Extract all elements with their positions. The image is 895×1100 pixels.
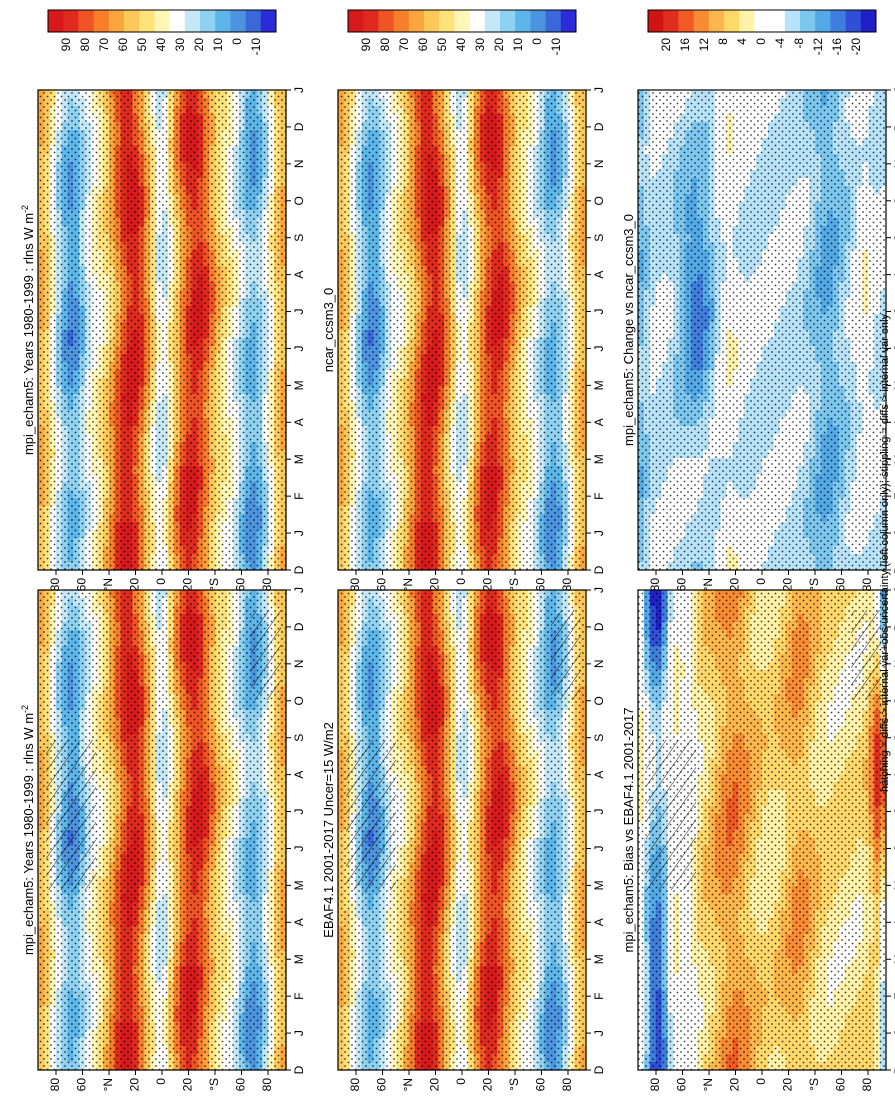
chart-panel: 80 60 °N 20 0 20 °S 60 80DJFMAMJJASONDJmpi_echam… xyxy=(20,9,306,591)
month-tick-label: S xyxy=(292,734,306,742)
month-tick-label: M xyxy=(292,954,306,964)
chart-panel: 80 60 °N 20 0 20 °S 60 80 D J F M A M J J A S O N D Jmpi_echam… xyxy=(20,509,306,1092)
lat-tick-label: °S xyxy=(207,1078,221,1091)
hatch-region xyxy=(251,610,281,700)
month-tick-label: D xyxy=(292,622,306,631)
month-tick-label: F xyxy=(292,992,306,999)
lat-tick-label: 20 xyxy=(181,1078,195,1092)
month-tick-label: J xyxy=(292,1030,306,1036)
month-tick-label: O xyxy=(292,696,306,705)
month-tick-label: J xyxy=(292,587,306,593)
lat-tick-label: 80 xyxy=(48,1078,62,1092)
lat-tick-label: °N xyxy=(101,1078,115,1091)
lat-tick-label: 20 xyxy=(128,1078,142,1092)
lat-tick-label: 0 xyxy=(154,1078,168,1085)
month-tick-label: J xyxy=(292,845,306,851)
month-tick-label: A xyxy=(292,771,306,779)
month-tick-label: N xyxy=(292,660,306,669)
lat-tick-label: 60 xyxy=(75,1078,89,1092)
month-tick-label: D xyxy=(292,1065,306,1074)
lat-tick-label: 60 xyxy=(234,1078,248,1092)
month-tick-label: J xyxy=(292,809,306,815)
month-tick-label: A xyxy=(292,918,306,926)
hatch-region xyxy=(46,740,96,890)
lat-tick-label: 80 xyxy=(260,1078,274,1092)
panel-title: mpi_echam5: Years 1980-1999 : rlns W m-2 xyxy=(20,705,36,955)
panel-title-sup: -2 xyxy=(20,705,30,713)
month-tick-label: M xyxy=(292,880,306,890)
